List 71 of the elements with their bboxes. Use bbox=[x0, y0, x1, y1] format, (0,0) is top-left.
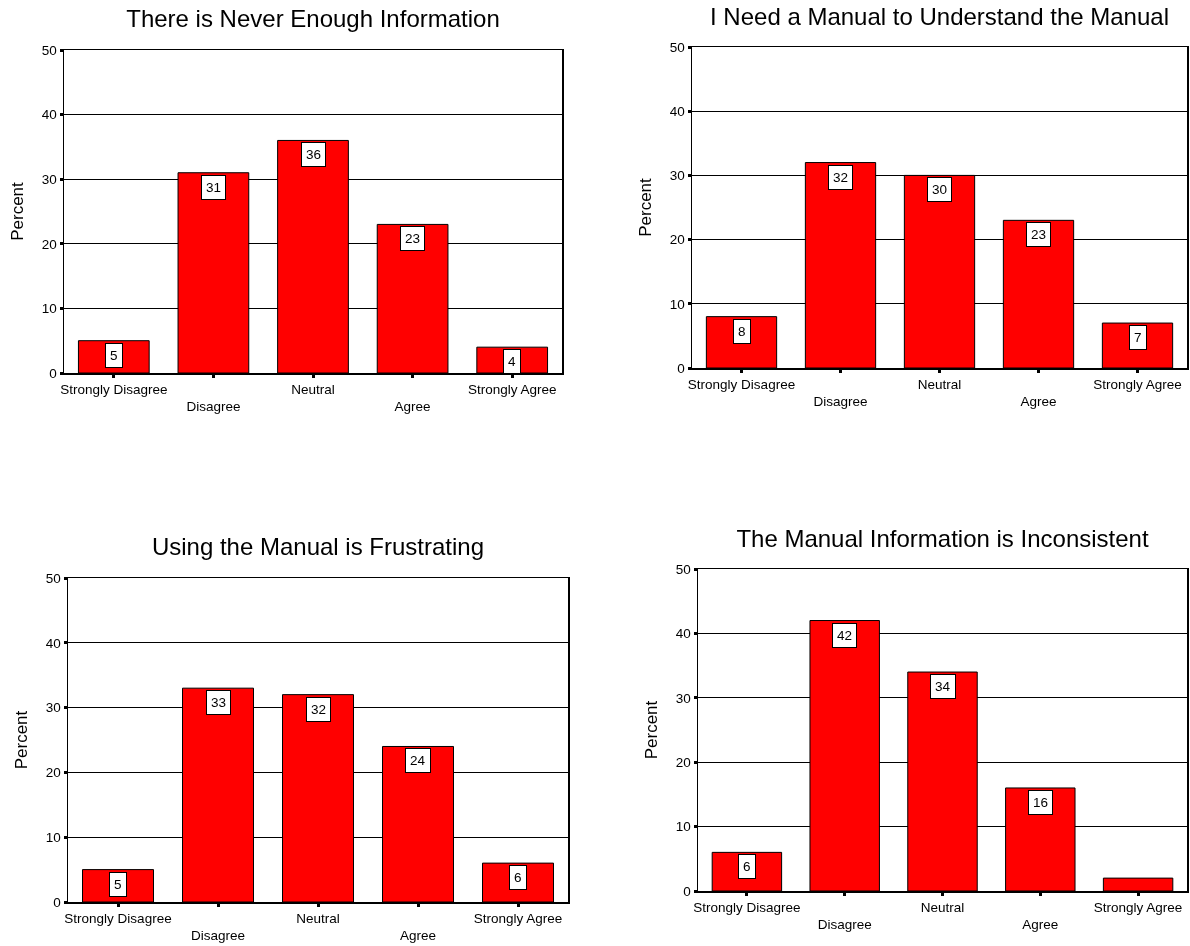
y-tick-label: 10 bbox=[45, 829, 61, 845]
chart-title: Using the Manual is Frustrating bbox=[151, 533, 485, 561]
y-tick-label: 20 bbox=[41, 236, 57, 252]
y-axis-title: Percent bbox=[635, 177, 655, 237]
data-label: 6 bbox=[514, 870, 522, 885]
y-tick-label: 0 bbox=[53, 894, 61, 910]
x-tick-label: Strongly Agree bbox=[1093, 899, 1183, 915]
x-tick-label: Disagree bbox=[190, 928, 246, 944]
y-tick-label: 10 bbox=[41, 301, 57, 317]
data-label: 31 bbox=[206, 180, 222, 195]
y-tick-label: 20 bbox=[45, 765, 61, 781]
data-label: 33 bbox=[211, 695, 227, 710]
data-label: 5 bbox=[110, 348, 118, 363]
chart-title: There is Never Enough Information bbox=[126, 5, 500, 33]
x-tick-label: Strongly Disagree bbox=[687, 376, 796, 392]
x-tick-label: Neutral bbox=[920, 899, 965, 915]
y-axis-title: Percent bbox=[7, 181, 27, 241]
data-label: 32 bbox=[833, 170, 849, 185]
x-tick-label: Agree bbox=[399, 928, 437, 944]
x-tick-label: Agree bbox=[394, 399, 431, 415]
chart-title: The Manual Information is Inconsistent bbox=[736, 525, 1149, 553]
y-tick-label: 40 bbox=[669, 103, 685, 119]
y-tick-label: 20 bbox=[675, 754, 691, 770]
y-tick-label: 10 bbox=[675, 819, 691, 835]
x-tick-label: Strongly Disagree bbox=[693, 899, 801, 915]
y-axis-title: Percent bbox=[11, 710, 31, 770]
data-label: 36 bbox=[306, 147, 322, 162]
y-tick-label: 30 bbox=[41, 171, 57, 187]
x-tick-label: Agree bbox=[1022, 917, 1059, 933]
x-tick-label: Disagree bbox=[817, 917, 872, 933]
y-tick-label: 40 bbox=[41, 107, 57, 123]
x-tick-label: Strongly Agree bbox=[467, 381, 557, 397]
data-label: 6 bbox=[743, 859, 751, 874]
y-tick-label: 50 bbox=[675, 561, 691, 577]
data-label: 30 bbox=[932, 182, 948, 197]
data-label: 16 bbox=[1033, 795, 1049, 810]
data-label: 4 bbox=[508, 354, 516, 369]
x-tick-label: Disagree bbox=[813, 394, 868, 410]
x-tick-label: Disagree bbox=[186, 399, 241, 415]
data-label: 7 bbox=[1134, 330, 1142, 345]
y-axis-title: Percent bbox=[641, 700, 661, 760]
x-tick-label: Strongly Agree bbox=[473, 910, 563, 926]
chart-title: I Need a Manual to Understand the Manual bbox=[710, 3, 1169, 31]
y-tick-label: 30 bbox=[669, 168, 685, 184]
data-label: 5 bbox=[114, 877, 122, 892]
data-label: 23 bbox=[1031, 227, 1047, 242]
y-tick-label: 30 bbox=[45, 700, 61, 716]
y-tick-label: 50 bbox=[669, 39, 685, 55]
x-tick-label: Neutral bbox=[917, 376, 962, 392]
x-tick-label: Neutral bbox=[291, 381, 335, 397]
x-tick-label: Strongly Disagree bbox=[64, 910, 172, 926]
y-tick-label: 40 bbox=[45, 635, 61, 651]
data-label: 8 bbox=[738, 324, 746, 339]
x-tick-label: Strongly Agree bbox=[1093, 376, 1182, 392]
data-label: 24 bbox=[410, 753, 426, 768]
x-tick-label: Agree bbox=[1020, 394, 1057, 410]
y-tick-label: 30 bbox=[675, 690, 691, 706]
data-label: 42 bbox=[837, 628, 853, 643]
y-tick-label: 50 bbox=[41, 42, 57, 58]
y-tick-label: 40 bbox=[675, 626, 691, 642]
data-label: 34 bbox=[935, 679, 951, 694]
y-tick-label: 10 bbox=[669, 296, 685, 312]
y-tick-label: 20 bbox=[669, 232, 685, 248]
y-tick-label: 50 bbox=[45, 570, 61, 586]
x-tick-label: Neutral bbox=[296, 910, 340, 926]
y-tick-label: 0 bbox=[49, 365, 57, 381]
x-tick-label: Strongly Disagree bbox=[60, 381, 168, 397]
data-label: 32 bbox=[311, 702, 327, 717]
y-tick-label: 0 bbox=[677, 360, 685, 376]
data-label: 23 bbox=[405, 231, 421, 246]
y-tick-label: 0 bbox=[683, 883, 691, 899]
